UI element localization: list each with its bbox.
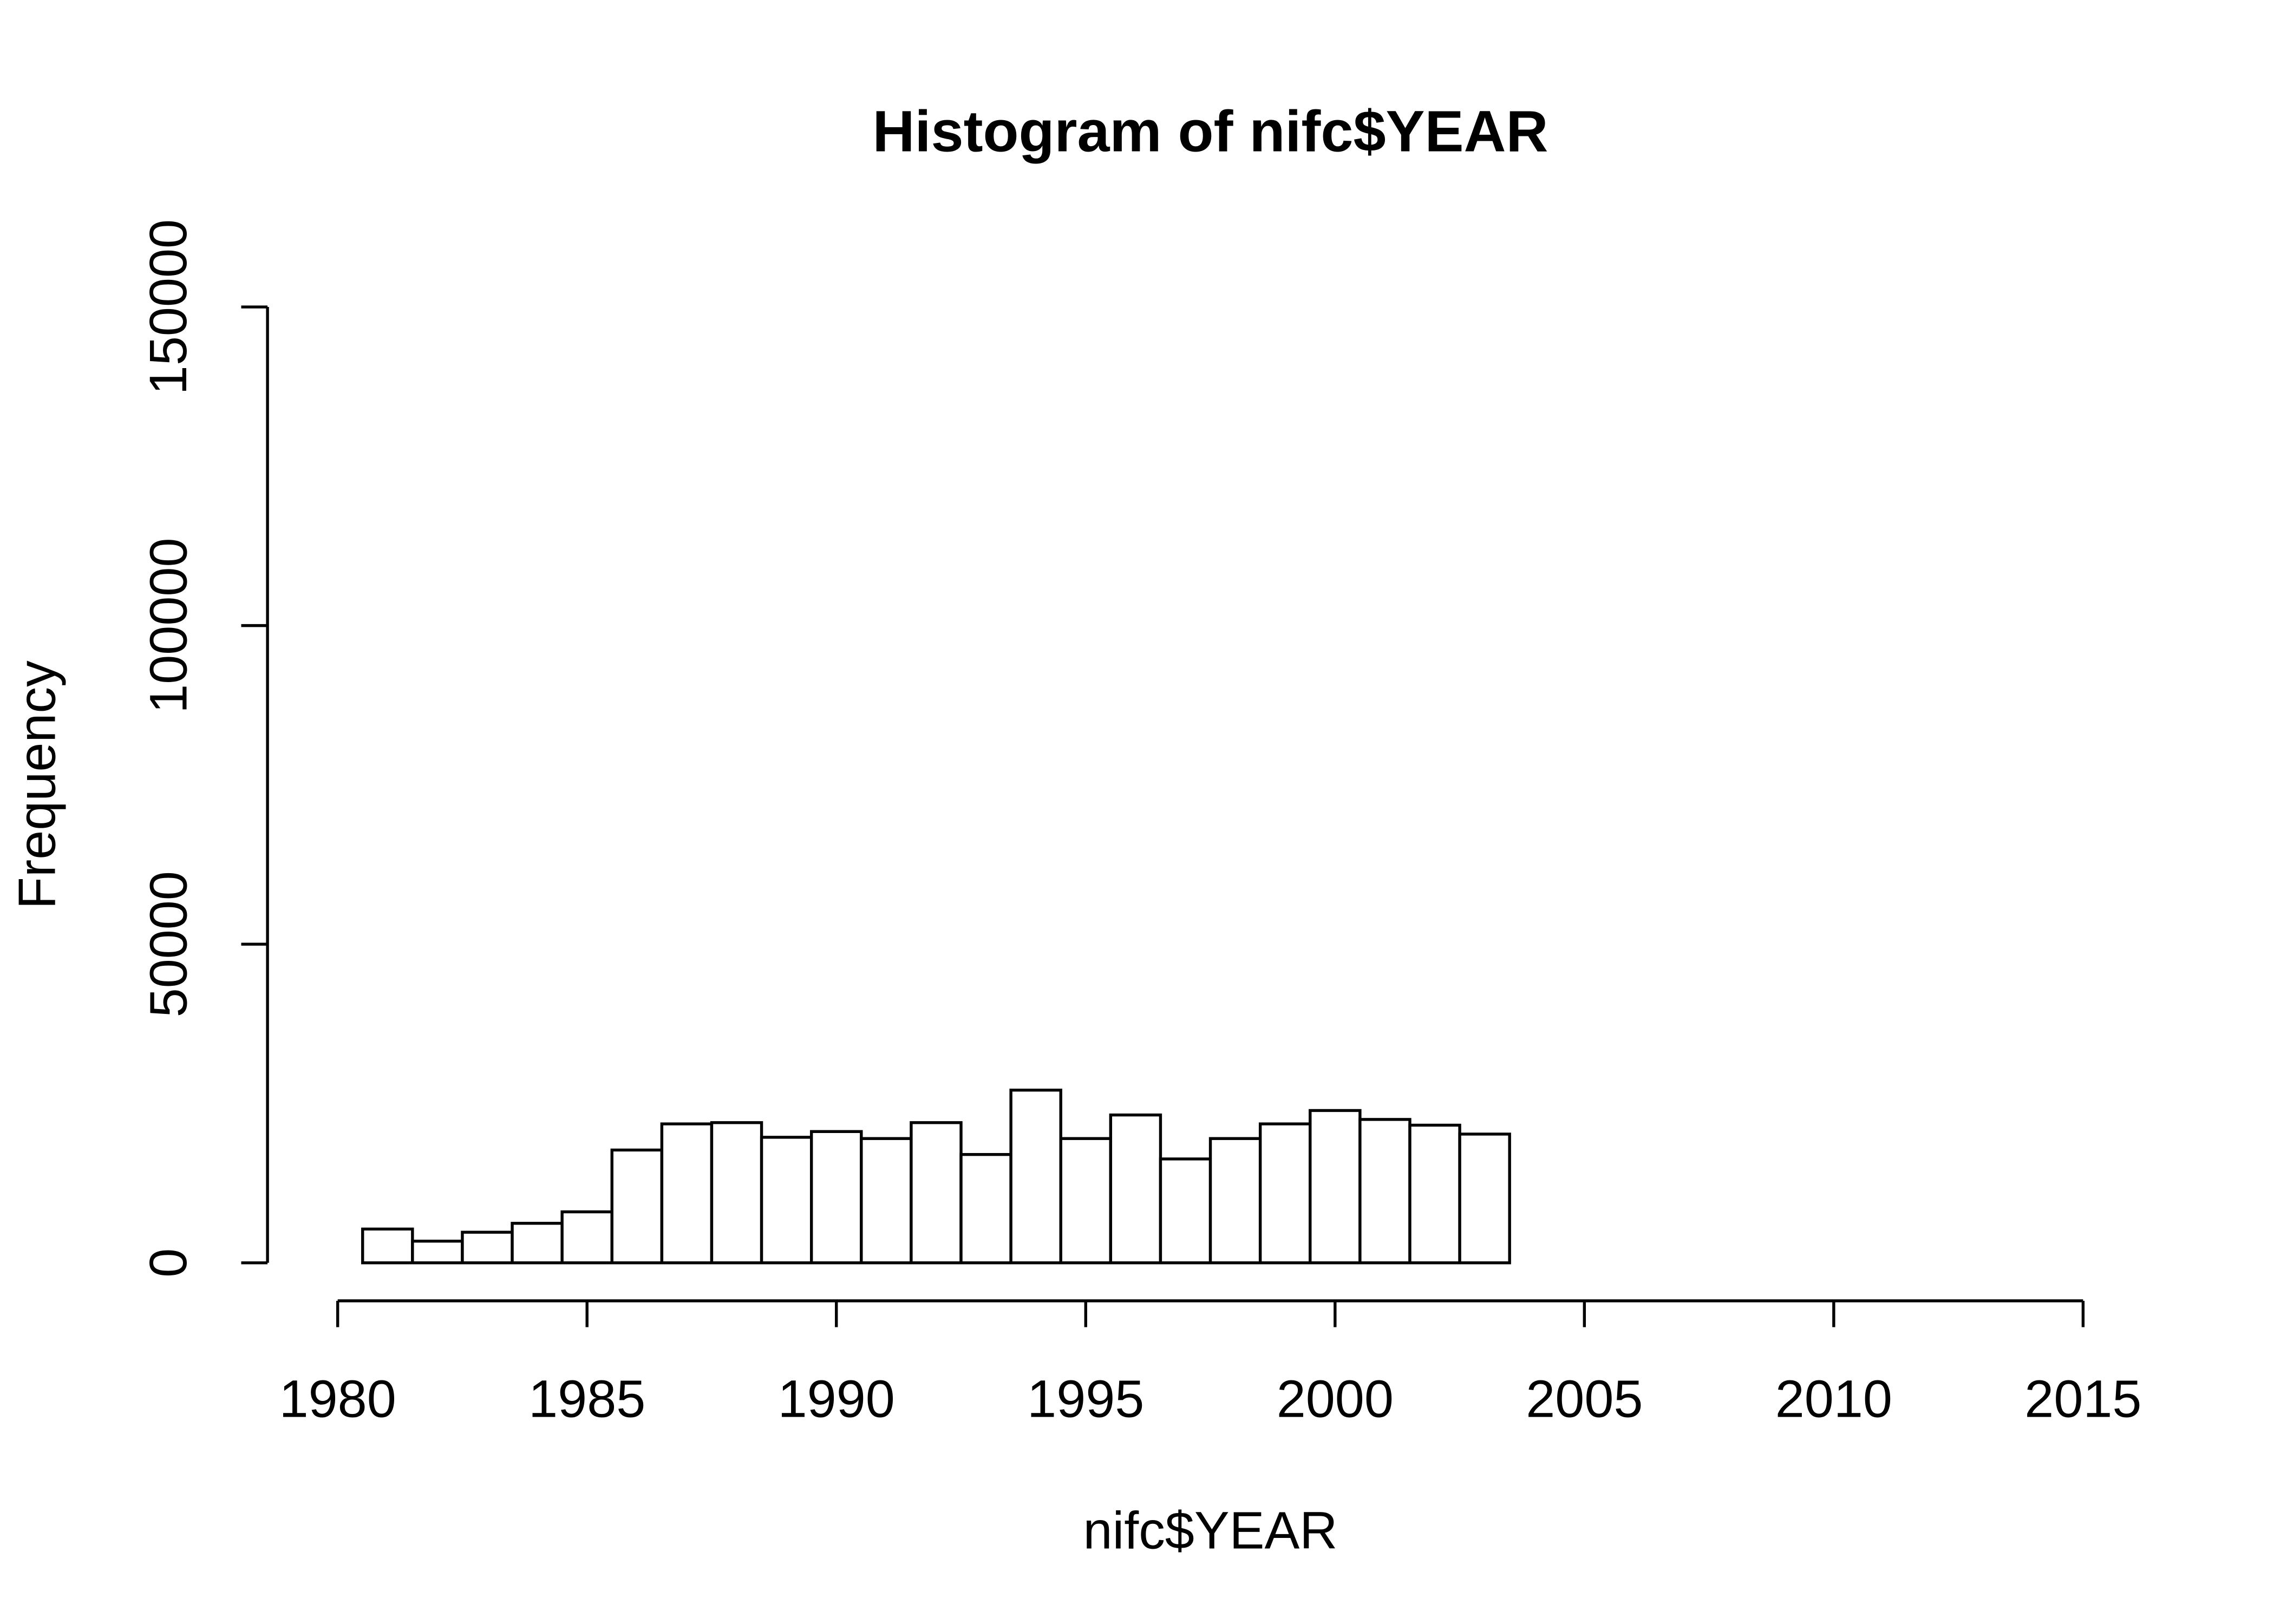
x-tick-label: 2005 [1526,1370,1643,1429]
x-tick-label: 2015 [2024,1370,2141,1429]
bar [660,1122,714,1265]
bar [860,1137,913,1265]
bar [760,1136,813,1265]
x-tick-label: 2010 [1775,1370,1892,1429]
bar [1358,1118,1412,1265]
x-tick-label: 2000 [1277,1370,1394,1429]
x-tick-label: 1980 [279,1370,396,1429]
chart-title: Histogram of nifc$YEAR [873,99,1548,164]
bar [1458,1132,1511,1265]
x-tick-label: 1995 [1027,1370,1144,1429]
bar [1009,1089,1062,1265]
bar [1408,1123,1461,1265]
bar [610,1148,664,1265]
bar [560,1210,613,1265]
y-tick-label: 150000 [139,219,198,395]
y-tick-label: 50000 [139,871,198,1017]
x-axis-label: nifc$YEAR [1083,1501,1338,1560]
bar [710,1121,763,1265]
y-tick-label: 0 [139,1248,198,1278]
x-tick-label: 1990 [778,1370,895,1429]
bar [1208,1137,1262,1265]
x-tick-label: 1985 [528,1370,645,1429]
bar [809,1130,863,1265]
bar [411,1240,464,1265]
y-axis-label: Frequency [7,660,66,909]
bar [1159,1157,1212,1265]
bar [511,1222,564,1265]
bar [361,1227,414,1265]
bar [1309,1109,1362,1265]
bar [1258,1122,1312,1265]
bar [1059,1137,1113,1265]
bar [1109,1113,1162,1265]
bar [910,1121,963,1265]
bar [461,1230,514,1265]
y-tick-label: 100000 [139,538,198,713]
bar [959,1152,1012,1265]
